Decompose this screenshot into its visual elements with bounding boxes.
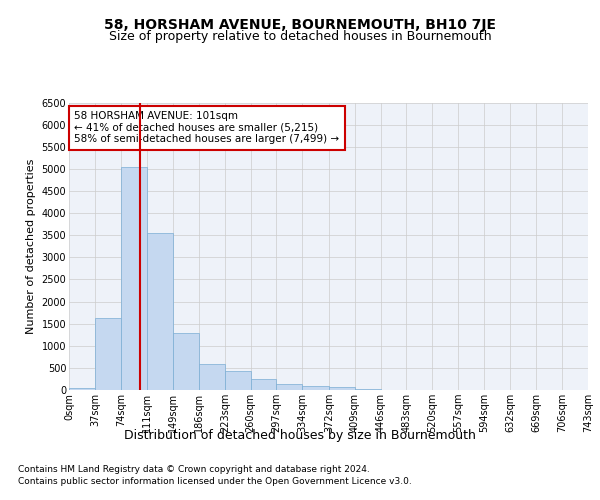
Bar [95, 318, 121, 390]
Bar [277, 384, 302, 390]
Bar [225, 371, 251, 390]
Text: 58 HORSHAM AVENUE: 101sqm
← 41% of detached houses are smaller (5,215)
58% of se: 58 HORSHAM AVENUE: 101sqm ← 41% of detac… [74, 111, 340, 144]
Bar [199, 364, 225, 390]
Bar [173, 334, 199, 390]
Text: Size of property relative to detached houses in Bournemouth: Size of property relative to detached ho… [109, 30, 491, 43]
Bar [302, 386, 329, 390]
Text: Contains public sector information licensed under the Open Government Licence v3: Contains public sector information licen… [18, 476, 412, 486]
Bar [251, 379, 277, 390]
Text: 58, HORSHAM AVENUE, BOURNEMOUTH, BH10 7JE: 58, HORSHAM AVENUE, BOURNEMOUTH, BH10 7J… [104, 18, 496, 32]
Bar [121, 166, 146, 390]
Y-axis label: Number of detached properties: Number of detached properties [26, 158, 36, 334]
Bar [146, 232, 173, 390]
Text: Distribution of detached houses by size in Bournemouth: Distribution of detached houses by size … [124, 428, 476, 442]
Bar [329, 387, 355, 390]
Bar [355, 388, 380, 390]
Bar [69, 388, 95, 390]
Text: Contains HM Land Registry data © Crown copyright and database right 2024.: Contains HM Land Registry data © Crown c… [18, 466, 370, 474]
